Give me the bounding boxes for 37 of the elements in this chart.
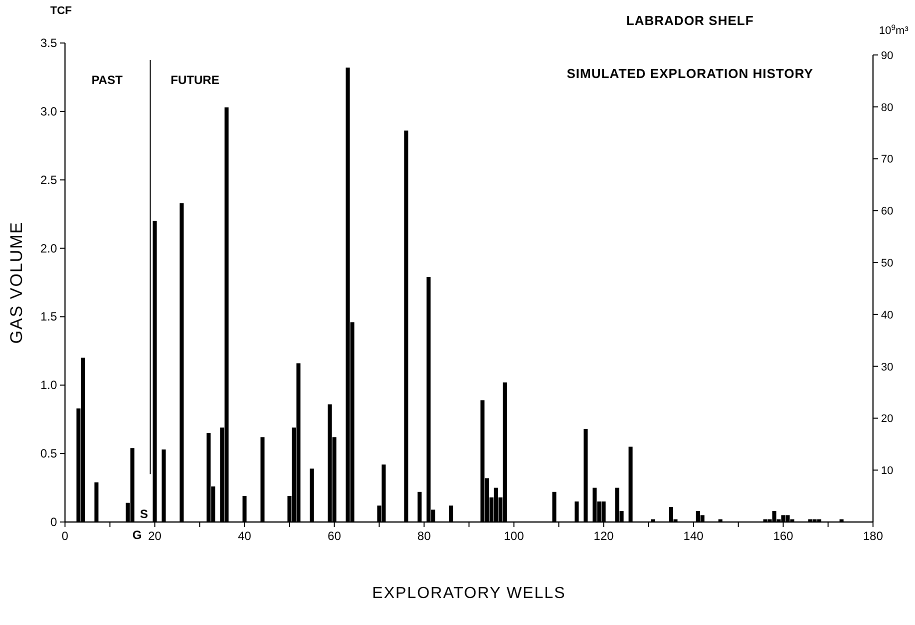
y2-tick-label: 40 [881,309,894,322]
y-tick-label: 2.0 [40,241,58,256]
annotation: FUTURE [170,73,220,87]
y2-tick-label: 90 [881,50,894,62]
x-tick-label: 80 [417,529,432,543]
y2-tick-label: 30 [881,361,894,374]
y-tick-label: 3.0 [40,104,58,118]
x-tick-label: 120 [594,529,614,543]
x-tick-label: 160 [773,529,794,543]
x-axis-title: EXPLORATORY WELLS [372,585,566,602]
text: TCF [50,5,72,17]
y-axis-title: GAS VOLUME [7,221,26,344]
x-tick-label: 180 [862,529,884,543]
y2-tick-label: 10 [881,465,894,478]
y2-tick-label: 70 [881,154,894,166]
chart-title: LABRADOR SHELF [626,13,754,28]
x-tick-label: 20 [148,529,162,543]
y-tick-label: 1.5 [40,310,58,324]
y2-axis-title: 10$^{9}$m³ [879,22,909,37]
y-tick-label: 2.5 [40,172,58,187]
y-tick-label: 0.5 [40,446,58,461]
x-tick-label: 100 [504,529,524,543]
y-tick-label: 0 [50,515,58,529]
text: SIMULATED EXPLORATION HISTORY [566,66,814,81]
x-tick-label: 40 [238,529,252,543]
text: G [132,528,142,542]
y-tick-label: 3.5 [40,36,58,50]
annotation: S [140,507,148,521]
y2-tick-label: 60 [881,206,894,218]
x-tick-label: 0 [62,529,69,543]
y2-tick-label: 80 [881,102,894,114]
x-tick-label: 60 [328,529,342,543]
annotation: PAST [91,73,124,87]
x-tick-label: 140 [683,529,704,543]
y-tick-label: 1.0 [40,378,58,392]
y2-tick-label: 20 [881,413,894,426]
y2-tick-label: 50 [881,258,894,270]
